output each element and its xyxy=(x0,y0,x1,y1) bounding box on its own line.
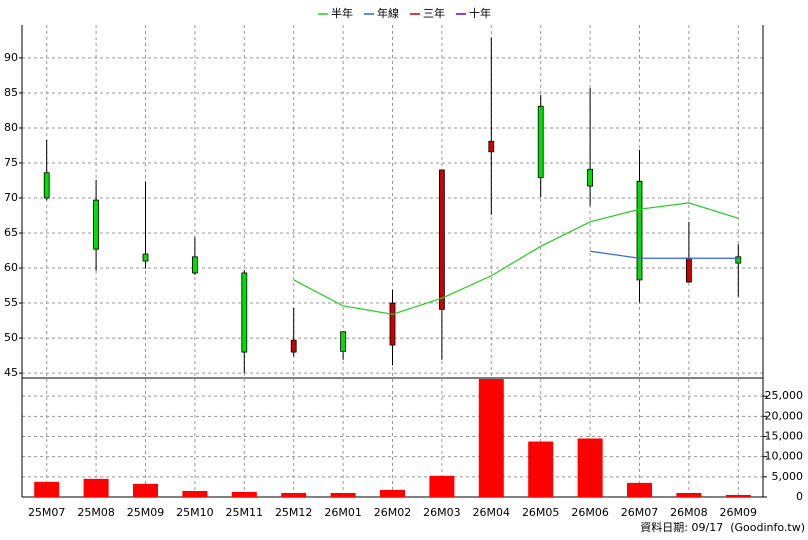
x-tick-label: 26M03 xyxy=(423,506,461,519)
volume-bar xyxy=(528,441,554,497)
x-tick-label: 25M11 xyxy=(226,506,264,519)
y2-tick-label: 25,000 xyxy=(765,389,804,402)
volume-bar xyxy=(627,482,652,497)
candle-body xyxy=(488,140,495,153)
candle-body xyxy=(340,331,347,352)
volume-bar xyxy=(182,490,208,497)
y-tick-label: 50 xyxy=(4,331,18,344)
y-tick-label: 80 xyxy=(4,121,18,134)
footnote: 資料日期: 09/17 (Goodinfo.tw) xyxy=(640,520,805,534)
x-tick-label: 25M12 xyxy=(275,506,313,519)
legend-label: 年線 xyxy=(377,6,399,20)
y-tick-label: 60 xyxy=(4,261,18,274)
y-tick-label: 55 xyxy=(4,296,18,309)
volume-bar xyxy=(478,379,504,497)
volume-bar xyxy=(83,478,109,497)
line-series xyxy=(590,250,739,259)
volume-bar xyxy=(429,475,455,497)
candle-body xyxy=(636,180,643,281)
candle-body xyxy=(93,199,99,250)
candle-body xyxy=(438,169,445,310)
volume-bar xyxy=(577,438,603,497)
y-tick-label: 85 xyxy=(4,86,18,99)
x-tick-label: 25M10 xyxy=(176,506,214,519)
candle-body xyxy=(735,256,742,264)
candle-body xyxy=(191,256,198,274)
y-tick-label: 45 xyxy=(4,366,18,379)
x-tick-label: 26M04 xyxy=(473,506,511,519)
volume-bar xyxy=(281,492,307,497)
candle-body xyxy=(389,302,396,346)
line-series xyxy=(293,202,739,315)
y2-tick-label: 15,000 xyxy=(765,429,804,442)
volume-bar xyxy=(231,491,257,497)
volume-bar xyxy=(676,492,702,497)
y-tick-label: 65 xyxy=(4,226,18,239)
candle-body xyxy=(142,253,149,262)
volume-bar xyxy=(330,492,356,497)
y2-tick-label: 0 xyxy=(796,490,803,503)
y2-tick-label: 5,000 xyxy=(772,470,804,483)
y-tick-label: 75 xyxy=(4,156,18,169)
candle-body xyxy=(537,105,544,179)
y2-tick-label: 20,000 xyxy=(765,409,804,422)
volume-bar xyxy=(34,481,60,497)
volume-bar xyxy=(133,483,158,497)
y-tick-label: 90 xyxy=(4,51,18,64)
x-tick-label: 26M08 xyxy=(670,506,708,519)
x-tick-label: 25M08 xyxy=(77,506,115,519)
x-tick-label: 26M02 xyxy=(374,506,412,519)
volume-bar xyxy=(380,489,405,497)
y2-tick-label: 10,000 xyxy=(765,450,804,463)
candle-body xyxy=(290,339,297,353)
candle-body xyxy=(241,272,248,353)
x-tick-label: 25M07 xyxy=(28,506,66,519)
x-tick-label: 26M01 xyxy=(324,506,362,519)
x-tick-label: 26M09 xyxy=(720,506,758,519)
x-tick-label: 26M05 xyxy=(522,506,560,519)
volume-bar xyxy=(725,494,751,497)
legend-label: 半年 xyxy=(331,6,353,20)
legend-label: 十年 xyxy=(469,6,491,20)
candle-body xyxy=(43,172,50,199)
legend-label: 三年 xyxy=(423,6,445,20)
x-tick-label: 26M07 xyxy=(621,506,659,519)
candle-body xyxy=(587,168,593,187)
y-tick-label: 70 xyxy=(4,191,18,204)
x-tick-label: 25M09 xyxy=(127,506,165,519)
x-tick-label: 26M06 xyxy=(571,506,609,519)
candle-body xyxy=(686,257,692,283)
